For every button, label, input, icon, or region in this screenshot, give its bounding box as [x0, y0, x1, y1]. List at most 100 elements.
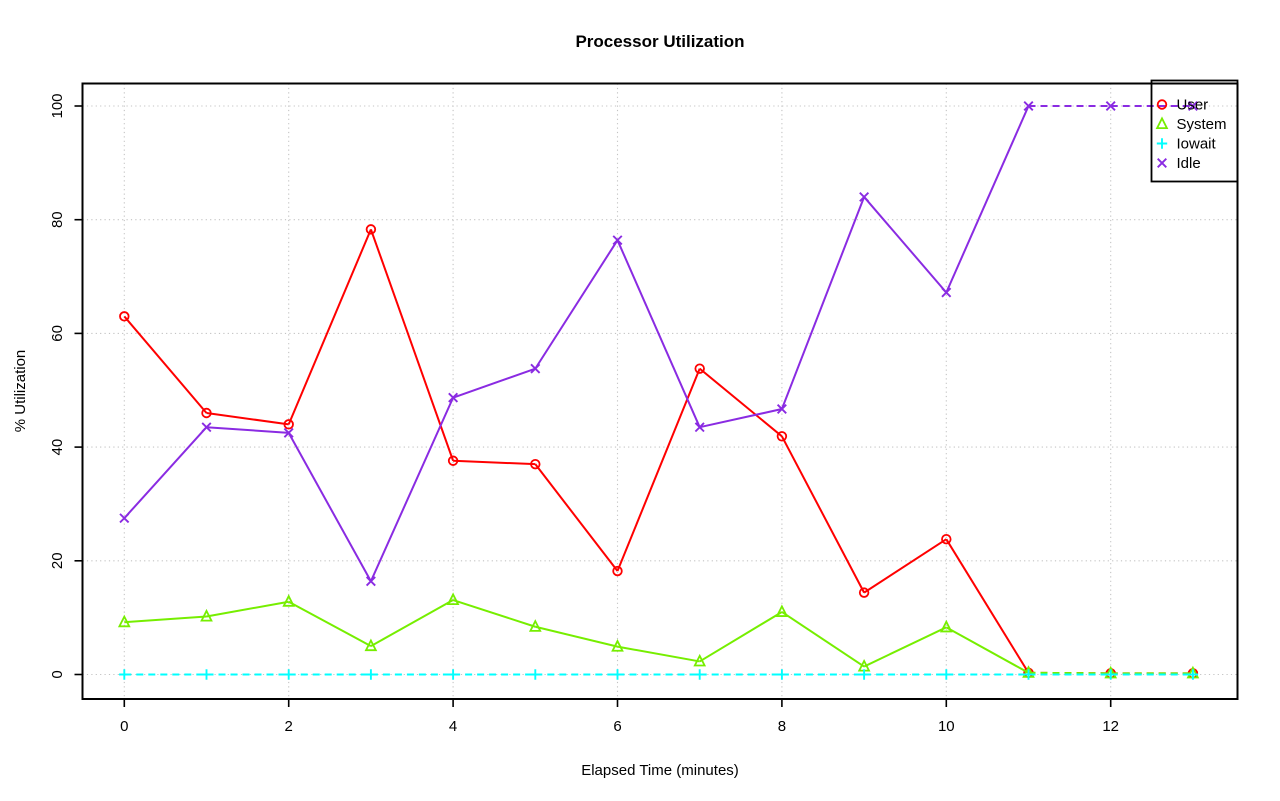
data-point-plus [365, 669, 377, 680]
legend-layer: User System Iowait Idle [1150, 79, 1239, 183]
data-point-plus [1105, 669, 1116, 680]
series-segment [863, 538, 947, 594]
data-point-x [365, 576, 376, 587]
data-point-x [1023, 101, 1034, 111]
series-segment [370, 599, 454, 647]
data-point-circle [530, 458, 541, 470]
data-point-plus [612, 669, 623, 680]
data-point-triangle [611, 639, 624, 652]
data-point-circle [1156, 99, 1168, 110]
data-point-circle [612, 565, 623, 577]
data-point-triangle [446, 592, 460, 606]
data-point-x [1187, 101, 1198, 111]
data-point-x [283, 427, 294, 438]
series-idle [119, 101, 1198, 587]
series-segment [699, 611, 783, 663]
data-point-triangle [528, 619, 542, 632]
data-point-plus [530, 669, 541, 680]
series-segment [945, 626, 1029, 674]
y-tick-label: 0 [49, 670, 66, 678]
series-segment [123, 426, 208, 519]
series-segment [123, 315, 208, 414]
series-segment [699, 408, 783, 429]
x-tick-label: 0 [120, 718, 128, 735]
series-system [117, 592, 1200, 679]
data-point-x [1105, 101, 1116, 111]
data-point-circle [283, 419, 294, 430]
series-iowait [119, 669, 1199, 680]
series-segment [369, 397, 455, 582]
data-point-x [859, 191, 870, 202]
tick-labels-layer: 0 2 4 6 8 10 12 0 20 40 60 80 100 [49, 93, 1119, 735]
series-segment [616, 239, 701, 428]
data-point-x [941, 287, 952, 298]
series-segment [534, 239, 619, 370]
series-segment [781, 435, 865, 594]
legend-box [1150, 79, 1239, 183]
data-point-circle [858, 587, 870, 598]
y-tick-label: 20 [49, 552, 66, 569]
data-point-triangle [117, 614, 131, 628]
data-point-plus [776, 669, 788, 680]
series-segment [863, 196, 948, 294]
y-tick-label: 40 [49, 439, 66, 456]
series-segment [699, 367, 783, 438]
legend-label-user: User [1177, 97, 1209, 114]
data-point-x [776, 404, 787, 414]
series-segment [453, 459, 536, 466]
x-tick-label: 2 [285, 718, 293, 735]
series-segment [452, 367, 536, 399]
data-point-triangle [1155, 116, 1169, 129]
data-point-plus [1156, 138, 1168, 149]
chart-title: Processor Utilization [575, 32, 744, 51]
data-point-circle [941, 533, 952, 545]
data-point-circle [776, 431, 788, 442]
series-layer [117, 101, 1200, 680]
data-point-x [201, 422, 212, 433]
series-segment [1028, 671, 1111, 675]
x-tick-label: 4 [449, 718, 457, 735]
data-point-x [694, 422, 705, 433]
y-tick-label: 80 [49, 211, 66, 228]
series-segment [945, 538, 1030, 674]
data-point-triangle [282, 594, 296, 607]
data-point-circle [447, 455, 459, 466]
x-tick-label: 6 [613, 718, 621, 735]
x-tick-label: 10 [938, 718, 955, 735]
data-point-triangle [939, 619, 953, 633]
x-axis-title: Elapsed Time (minutes) [581, 762, 739, 779]
data-point-plus [694, 669, 705, 680]
series-segment [124, 615, 207, 624]
data-point-plus [1023, 669, 1034, 680]
series-segment [781, 611, 865, 668]
data-point-triangle [775, 604, 789, 617]
data-point-circle [201, 407, 212, 419]
plot-frame [81, 82, 1239, 700]
series-segment [369, 229, 455, 462]
series-segment [780, 196, 866, 410]
series-segment [288, 600, 372, 647]
ticks-layer [74, 105, 1112, 707]
data-point-x [1157, 158, 1167, 168]
y-tick-label: 60 [49, 325, 66, 342]
legend-label-iowait: Iowait [1177, 136, 1217, 153]
legend-label-system: System [1177, 116, 1227, 133]
x-tick-label: 12 [1102, 718, 1119, 735]
data-point-circle [119, 311, 130, 322]
data-point-x [530, 363, 541, 374]
y-axis-title: % Utilization [12, 350, 29, 433]
data-point-circle [694, 363, 705, 374]
series-segment [206, 411, 289, 426]
data-point-plus [119, 669, 130, 680]
y-tick-label: 100 [49, 93, 66, 118]
series-segment [287, 228, 372, 425]
data-point-x [448, 392, 459, 403]
series-user [119, 224, 1199, 679]
data-point-plus [941, 669, 952, 680]
data-point-circle [365, 224, 377, 235]
data-point-plus [1187, 669, 1199, 680]
data-point-triangle [364, 638, 378, 652]
data-point-x [612, 235, 623, 246]
series-segment [616, 368, 701, 572]
